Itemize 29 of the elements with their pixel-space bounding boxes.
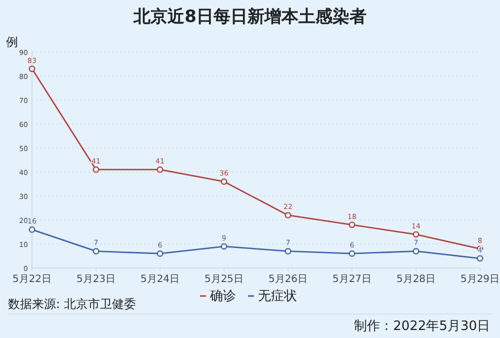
point <box>28 66 36 72</box>
y-axis-title: 例 <box>6 35 18 49</box>
point <box>284 212 292 218</box>
point <box>156 250 164 257</box>
point <box>220 243 228 250</box>
point <box>476 255 484 262</box>
x-tick-label: 5月22日 <box>12 274 52 285</box>
x-tick-label: 5月27日 <box>332 274 372 285</box>
x-tick-label: 5月25日 <box>204 274 244 285</box>
point <box>348 222 356 228</box>
point <box>284 248 292 254</box>
point <box>220 178 228 185</box>
x-tick-label: 5月26日 <box>268 274 308 285</box>
chart-title: 北京近8日每日新增本土感染者 <box>132 7 366 27</box>
point <box>156 166 164 173</box>
text: 制作：2022年5月30日 <box>354 319 490 334</box>
point <box>92 248 100 254</box>
legend-label: 确诊 <box>209 289 236 304</box>
source-note: 数据来源: 北京市卫健委 <box>8 297 136 311</box>
point <box>412 248 420 254</box>
x-tick-label: 5月28日 <box>396 274 436 285</box>
point <box>412 231 420 238</box>
x-tick-label: 5月24日 <box>140 274 180 285</box>
legend-label: 无症状 <box>258 289 297 304</box>
point <box>348 250 356 257</box>
point <box>28 226 36 233</box>
x-tick-label: 5月29日 <box>460 274 500 285</box>
x-tick-label: 5月23日 <box>76 274 116 285</box>
point <box>92 166 100 173</box>
